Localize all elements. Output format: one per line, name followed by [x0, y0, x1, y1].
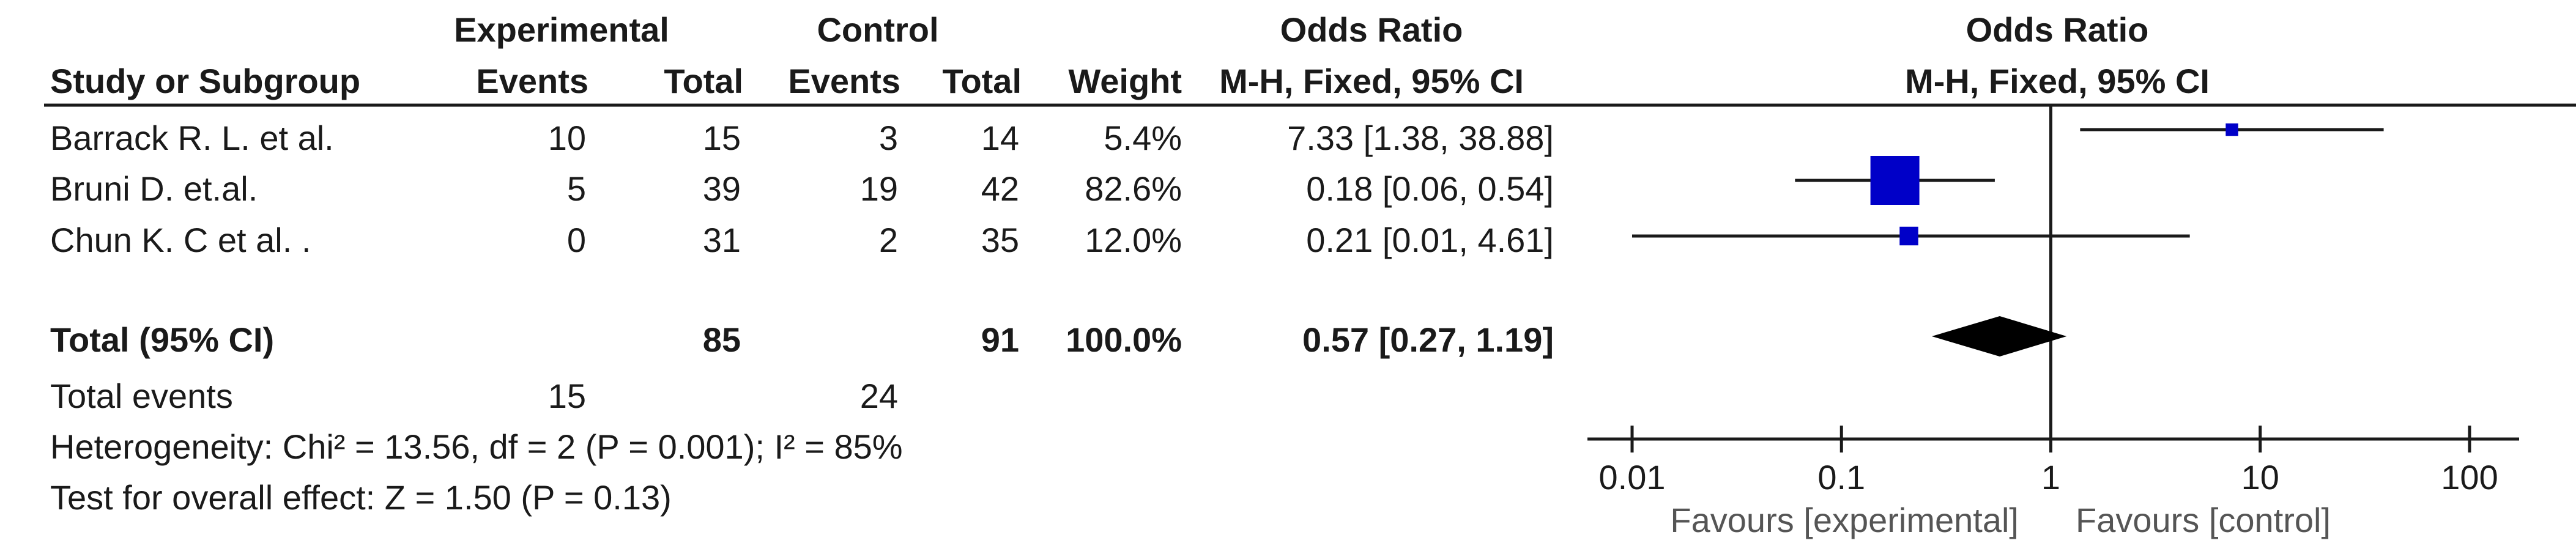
header-ctl-total: Total	[942, 62, 1022, 100]
exp-events-cell: 5	[567, 169, 586, 208]
events-exp: 15	[548, 377, 586, 415]
total-ci: 0.57 [0.27, 1.19]	[1302, 320, 1554, 359]
favours-control-label: Favours [control]	[2076, 501, 2331, 539]
effect-square	[2225, 123, 2238, 136]
effect-square	[1899, 226, 1918, 246]
ctl-events-cell: 3	[879, 119, 898, 157]
table-row: Chun K. C et al. . 0 31 2 35 12.0% 0.21 …	[50, 221, 1554, 259]
x-tick-label: 1	[2041, 458, 2060, 497]
total-row: Total (95% CI) 85 91 100.0% 0.57 [0.27, …	[50, 320, 1554, 359]
favours-experimental-label: Favours [experimental]	[1670, 501, 2019, 539]
x-tick-label: 0.1	[1817, 458, 1865, 497]
header-exp-events: Events	[476, 62, 588, 100]
exp-total-cell: 31	[703, 221, 741, 259]
ctl-events-cell: 2	[879, 221, 898, 259]
exp-events-cell: 10	[548, 119, 586, 157]
x-tick-label: 10	[2241, 458, 2279, 497]
study-name: Bruni D. et.al.	[50, 169, 258, 208]
header-study: Study or Subgroup	[50, 62, 360, 100]
header-odds-ratio-plot: Odds Ratio	[1966, 10, 2149, 49]
weight-cell: 12.0%	[1085, 221, 1182, 259]
table-row: Barrack R. L. et al. 10 15 3 14 5.4% 7.3…	[50, 119, 1554, 157]
study-name: Chun K. C et al. .	[50, 221, 311, 259]
weight-cell: 5.4%	[1104, 119, 1182, 157]
total-weight: 100.0%	[1066, 320, 1182, 359]
events-ctl: 24	[860, 377, 898, 415]
ctl-total-cell: 14	[981, 119, 1019, 157]
header-group-control: Control	[817, 10, 938, 49]
header-odds-ratio-table: Odds Ratio	[1280, 10, 1463, 49]
ctl-total-cell: 42	[981, 169, 1019, 208]
x-axis-tick-labels: 0.01 0.1 1 10 100	[1599, 458, 2498, 497]
ci-cell: 0.21 [0.01, 4.61]	[1306, 221, 1554, 259]
x-tick-label: 100	[2441, 458, 2498, 497]
events-label: Total events	[50, 377, 233, 415]
total-ctl-total: 91	[981, 320, 1019, 359]
heterogeneity-text: Heterogeneity: Chi² = 13.56, df = 2 (P =…	[50, 427, 903, 466]
ctl-events-cell: 19	[860, 169, 898, 208]
pooled-diamond	[1931, 316, 2067, 356]
header-method-plot: M-H, Fixed, 95% CI	[1905, 62, 2210, 100]
study-name: Barrack R. L. et al.	[50, 119, 334, 157]
header-method-table: M-H, Fixed, 95% CI	[1219, 62, 1524, 100]
overall-effect-text: Test for overall effect: Z = 1.50 (P = 0…	[50, 478, 672, 517]
ci-cell: 7.33 [1.38, 38.88]	[1287, 119, 1554, 157]
events-row: Total events 15 24	[50, 377, 898, 415]
header-group-experimental: Experimental	[454, 10, 669, 49]
total-label: Total (95% CI)	[50, 320, 274, 359]
exp-events-cell: 0	[567, 221, 586, 259]
effect-square	[1870, 156, 1920, 205]
header-weight: Weight	[1068, 62, 1182, 100]
forest-plot	[1587, 105, 2519, 452]
x-tick-label: 0.01	[1599, 458, 1666, 497]
total-exp-total: 85	[703, 320, 741, 359]
exp-total-cell: 15	[703, 119, 741, 157]
table-row: Bruni D. et.al. 5 39 19 42 82.6% 0.18 [0…	[50, 169, 1554, 208]
exp-total-cell: 39	[703, 169, 741, 208]
header-exp-total: Total	[664, 62, 743, 100]
ctl-total-cell: 35	[981, 221, 1019, 259]
weight-cell: 82.6%	[1085, 169, 1182, 208]
ci-cell: 0.18 [0.06, 0.54]	[1306, 169, 1554, 208]
header-ctl-events: Events	[788, 62, 900, 100]
